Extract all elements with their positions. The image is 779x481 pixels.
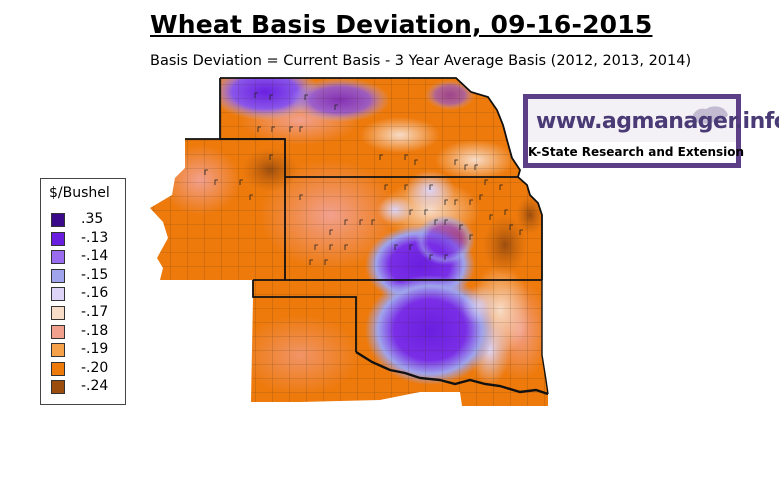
heatmap-layer [150, 78, 548, 406]
elevator-marker [289, 126, 293, 132]
legend-label: -.24 [81, 378, 109, 395]
elevator-marker [214, 179, 218, 185]
elevator-marker [269, 154, 273, 160]
agmanager-logo[interactable]: www.agmanager.info K-State Research and … [523, 94, 779, 168]
logo-subtitle: K-State Research and Extension [528, 142, 744, 163]
elevator-marker [454, 199, 458, 205]
legend-item: -.24 [51, 378, 121, 396]
map-title: Wheat Basis Deviation, 09-16-2015 [150, 10, 653, 39]
elevator-marker [254, 92, 258, 98]
elevator-marker [239, 179, 243, 185]
elevator-marker [394, 244, 398, 250]
elevator-marker [414, 159, 418, 165]
state-borders [185, 77, 549, 396]
legend-label: -.15 [81, 266, 109, 283]
elevator-marker [444, 219, 448, 225]
legend-item: -.19 [51, 341, 121, 359]
legend-label: -.14 [81, 248, 109, 265]
legend-swatch [51, 380, 65, 395]
elevator-marker [499, 184, 503, 190]
legend-swatch [51, 343, 65, 358]
legend-item: -.14 [51, 248, 121, 266]
elevator-marker [479, 194, 483, 200]
elevator-marker [454, 159, 458, 165]
elevator-markers [204, 92, 523, 265]
legend-swatch [51, 268, 65, 283]
elevator-marker [474, 164, 478, 170]
elevator-marker [299, 126, 303, 132]
legend-item: -.17 [51, 304, 121, 322]
elevator-marker [469, 199, 473, 205]
elevator-marker [379, 154, 383, 160]
legend-item: -.20 [51, 360, 121, 378]
elevator-marker [204, 169, 208, 175]
legend-title: $/Bushel [49, 185, 110, 201]
legend-swatch [51, 306, 65, 320]
elevator-marker [424, 209, 428, 215]
elevator-marker [249, 194, 253, 200]
elevator-marker [504, 209, 508, 215]
elevator-marker [409, 244, 413, 250]
elevator-marker [299, 194, 303, 200]
elevator-marker [434, 219, 438, 225]
elevator-marker [329, 244, 333, 250]
legend-swatch [51, 231, 65, 246]
legend-label: -.16 [81, 285, 109, 302]
legend-swatch [51, 324, 65, 339]
logo-url-text: www.agmanager.info [536, 109, 779, 134]
legend-label: -.20 [81, 359, 109, 376]
elevator-marker [444, 199, 448, 205]
legend-swatch [51, 213, 65, 227]
elevator-marker [464, 164, 468, 170]
elevator-marker [469, 234, 473, 240]
elevator-marker [344, 244, 348, 250]
legend: $/Bushel .35 -.13 -.14 -.15 -.16 -.17 -.18 -.19… [40, 178, 126, 405]
elevator-marker [404, 154, 408, 160]
elevator-marker [484, 179, 488, 185]
elevator-marker [519, 229, 523, 235]
elevator-marker [304, 94, 308, 100]
elevator-marker [324, 259, 328, 265]
elevator-marker [269, 94, 273, 100]
elevator-marker [334, 104, 338, 110]
elevator-marker [509, 224, 513, 230]
elevator-marker [384, 184, 388, 190]
elevator-marker [459, 224, 463, 230]
elevator-marker [404, 184, 408, 190]
elevator-marker [344, 219, 348, 225]
legend-item: -.18 [51, 323, 121, 341]
elevator-marker [429, 184, 433, 190]
legend-item: .35 [51, 211, 121, 229]
wildcat-icon [692, 106, 728, 124]
legend-label: -.19 [81, 341, 109, 358]
legend-label: -.17 [81, 304, 109, 320]
legend-label: -.13 [81, 229, 109, 246]
legend-swatch [51, 287, 65, 302]
elevator-marker [257, 126, 261, 132]
map-subtitle: Basis Deviation = Current Basis - 3 Year… [150, 53, 692, 69]
legend-item: -.15 [51, 267, 121, 285]
elevator-marker [314, 244, 318, 250]
elevator-marker [271, 126, 275, 132]
legend-item: -.16 [51, 285, 121, 303]
elevator-marker [329, 229, 333, 235]
elevator-marker [309, 259, 313, 265]
elevator-marker [359, 219, 363, 225]
elevator-marker [429, 254, 433, 260]
legend-item: -.13 [51, 230, 121, 248]
elevator-marker [489, 214, 493, 220]
legend-swatch [51, 361, 65, 376]
elevator-marker [409, 209, 413, 215]
elevator-marker [444, 254, 448, 260]
legend-swatch [51, 250, 65, 265]
legend-label: -.18 [81, 322, 109, 339]
legend-label: .35 [81, 211, 104, 227]
elevator-marker [371, 219, 375, 225]
